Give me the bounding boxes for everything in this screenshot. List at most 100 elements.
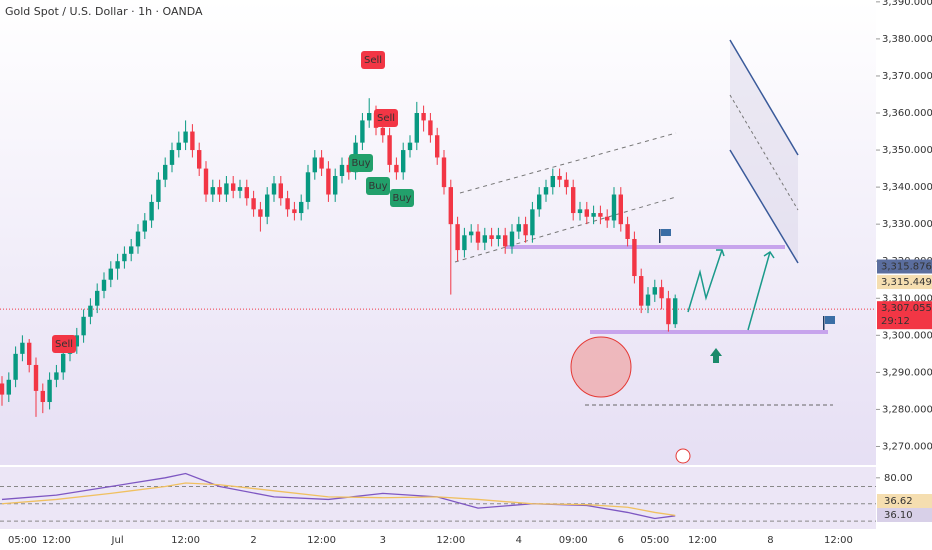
axis-label: 36.62	[884, 496, 913, 507]
candle-body	[652, 287, 657, 295]
candle-body	[319, 157, 324, 169]
candle-body	[577, 209, 583, 214]
zone	[505, 245, 785, 249]
x-tick-label: 12:00	[42, 535, 71, 546]
candle-body	[414, 113, 419, 143]
candle-body	[163, 164, 168, 180]
candle-body	[509, 231, 515, 247]
candle-body	[210, 187, 215, 195]
candle-body	[455, 224, 460, 251]
trend-line	[729, 94, 799, 211]
candle-body	[183, 131, 188, 143]
up-arrow	[710, 348, 722, 363]
candle-body	[645, 294, 651, 306]
candle-body	[380, 127, 385, 136]
candle-body	[88, 305, 93, 317]
axis-label-bg	[877, 259, 932, 274]
y-tick-label: 3,290.000	[882, 367, 932, 378]
candle-body	[523, 224, 528, 236]
candle-body	[584, 209, 589, 217]
candle-body	[271, 183, 277, 195]
x-tick-label: 3	[380, 535, 386, 546]
candle-body	[421, 113, 426, 121]
rsi-bg	[0, 467, 876, 529]
candle-body	[224, 183, 229, 195]
circle	[570, 336, 632, 398]
candle-body	[605, 216, 610, 221]
x-tick-label: 4	[516, 535, 522, 546]
candle-body	[20, 342, 25, 354]
rsi-line	[1, 482, 676, 516]
signal-badge	[349, 154, 373, 172]
candle-body	[462, 235, 467, 251]
arrow	[687, 249, 723, 313]
signal-badge	[366, 177, 390, 195]
candle-body	[115, 261, 120, 269]
plot-bg	[0, 0, 876, 465]
candle-body	[448, 187, 453, 225]
candle-body	[292, 209, 297, 214]
candle-body	[496, 235, 501, 239]
y-tick-label: 80.00	[884, 473, 913, 484]
candle-body	[190, 131, 195, 151]
y-tick-label: 3,280.000	[882, 404, 932, 415]
event-icon[interactable]	[675, 448, 691, 464]
candle-body	[231, 183, 236, 191]
signal-label: Buy	[392, 193, 411, 204]
candle-body	[27, 342, 32, 365]
axis-label: 3,315.449	[881, 277, 932, 288]
x-tick-label: 2	[250, 535, 256, 546]
candle-body	[339, 164, 345, 176]
candle-body	[571, 187, 576, 214]
arrow-head	[763, 250, 775, 259]
candle-body	[482, 235, 487, 243]
candle-body	[516, 224, 521, 232]
candle-body	[489, 235, 494, 239]
candle-body	[40, 390, 45, 403]
candle-body	[305, 172, 311, 202]
candle-body	[557, 175, 562, 180]
forecast-zone	[730, 40, 798, 263]
trend-line	[729, 39, 799, 156]
candle-body	[387, 135, 392, 165]
candle-body	[611, 194, 617, 221]
chart-title: Gold Spot / U.S. Dollar · 1h · OANDA	[5, 5, 203, 18]
candle-body	[258, 209, 263, 217]
candle-body	[428, 120, 433, 136]
candle-body	[244, 187, 249, 199]
candle-body	[169, 150, 175, 165]
channel-line	[459, 132, 677, 194]
candle-body	[625, 224, 630, 239]
x-tick-label: 12:00	[688, 535, 717, 546]
candle-body	[326, 168, 331, 195]
y-tick-label: 3,310.000	[882, 293, 932, 304]
last-price-label: 3,307.055	[881, 303, 932, 314]
axis-label-bg	[877, 494, 932, 508]
candle-body	[475, 231, 481, 243]
candle-body	[108, 268, 113, 280]
x-tick-label: 6	[618, 535, 624, 546]
candle-body	[217, 187, 222, 195]
candle-body	[135, 231, 141, 247]
candle-body	[278, 183, 283, 199]
candle-body	[54, 372, 59, 380]
candle-body	[346, 164, 351, 173]
drawings	[0, 39, 932, 467]
candle-body	[591, 213, 596, 217]
x-tick-label: 8	[767, 535, 773, 546]
candle-body	[632, 238, 637, 277]
candle-body	[33, 364, 39, 391]
arrow	[747, 251, 771, 331]
last-price-bg	[877, 301, 932, 330]
signal-label: Buy	[351, 158, 370, 169]
candle-body	[564, 179, 569, 188]
x-tick-label: 09:00	[559, 535, 588, 546]
trend-line	[729, 149, 799, 264]
candle-body	[237, 187, 243, 191]
x-tick-label: 05:00	[8, 535, 37, 546]
candle-body	[312, 157, 317, 173]
y-tick-label: 3,360.000	[882, 108, 932, 119]
signal-label: Sell	[55, 339, 73, 350]
candle-body	[176, 142, 181, 151]
candle-body	[435, 135, 440, 158]
